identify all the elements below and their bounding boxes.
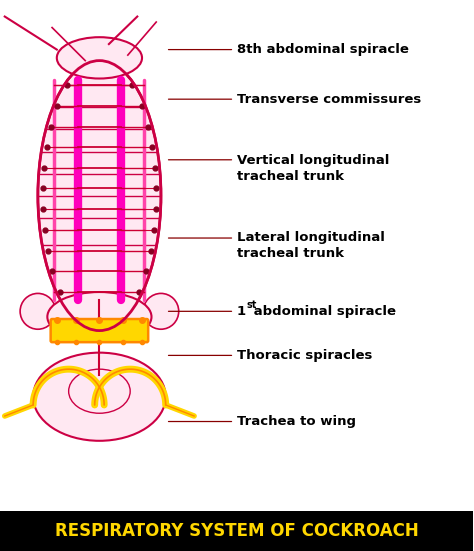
Ellipse shape (57, 37, 142, 79)
Text: Thoracic spiracles: Thoracic spiracles (237, 349, 372, 362)
Text: Lateral longitudinal
tracheal trunk: Lateral longitudinal tracheal trunk (237, 231, 384, 260)
Text: Transverse commissures: Transverse commissures (237, 93, 421, 106)
Ellipse shape (143, 294, 179, 329)
FancyBboxPatch shape (0, 511, 474, 551)
Ellipse shape (33, 353, 166, 441)
Text: abdominal spiracle: abdominal spiracle (249, 305, 396, 318)
Text: 1: 1 (237, 305, 246, 318)
Text: st: st (246, 300, 256, 310)
Ellipse shape (47, 292, 152, 342)
Text: RESPIRATORY SYSTEM OF COCKROACH: RESPIRATORY SYSTEM OF COCKROACH (55, 522, 419, 540)
Ellipse shape (20, 294, 55, 329)
FancyBboxPatch shape (51, 319, 148, 342)
Text: Trachea to wing: Trachea to wing (237, 415, 356, 428)
Text: Vertical longitudinal
tracheal trunk: Vertical longitudinal tracheal trunk (237, 154, 389, 182)
Text: 8th abdominal spiracle: 8th abdominal spiracle (237, 43, 409, 56)
Ellipse shape (38, 61, 161, 331)
